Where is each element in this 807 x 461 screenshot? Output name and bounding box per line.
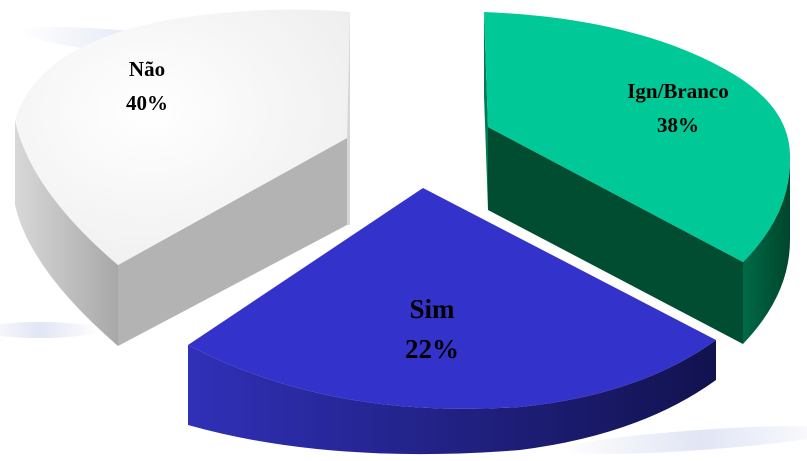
slice-label-sim: Sim 22%: [405, 294, 459, 364]
slice-side: [15, 120, 118, 346]
slice-side: [118, 138, 347, 346]
slice-label-value: 22%: [405, 334, 459, 364]
slice-label-ign: Ign/Branco 38%: [627, 79, 729, 137]
pie-slice-ign: [484, 12, 791, 344]
slice-label-name: Sim: [409, 294, 455, 324]
slice-side: [488, 127, 743, 344]
slice-label-name: Não: [129, 57, 165, 81]
pie-slice-nao: [15, 9, 350, 346]
slice-top: [484, 12, 791, 262]
slice-label-nao: Não 40%: [126, 57, 168, 115]
pie-slice-sim: [188, 188, 716, 455]
slice-side: [188, 340, 716, 455]
slice-side: [484, 12, 488, 210]
slice-label-value: 40%: [126, 91, 168, 115]
slice-top: [188, 188, 716, 409]
slice-side: [743, 160, 790, 344]
slice-top: [15, 9, 350, 265]
slice-label-value: 38%: [657, 113, 699, 137]
slice-label-name: Ign/Branco: [627, 79, 729, 103]
